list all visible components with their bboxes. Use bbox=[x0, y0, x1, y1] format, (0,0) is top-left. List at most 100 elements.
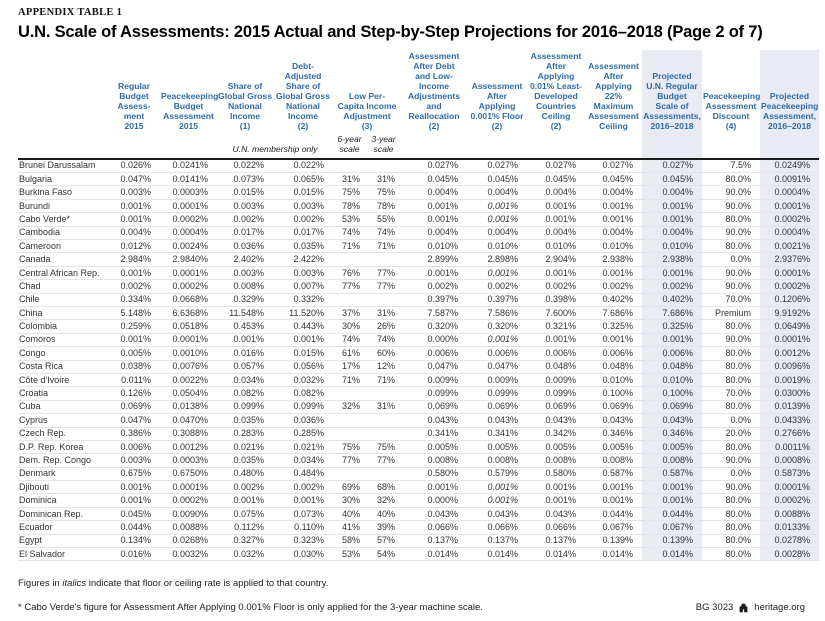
value-cell: 0.283% bbox=[217, 427, 273, 441]
value-cell: 0.0091% bbox=[760, 172, 819, 187]
value-cell: 0.0004% bbox=[760, 226, 819, 241]
value-cell: 0.001% bbox=[642, 480, 702, 495]
column-header-share-gni: Share of Global Gross National Income (1… bbox=[218, 80, 272, 131]
value-cell: 75% bbox=[366, 185, 401, 200]
value-cell: 0.443% bbox=[273, 319, 333, 334]
value-cell: 0.043% bbox=[467, 507, 527, 522]
value-cell: 0.0002% bbox=[160, 493, 217, 508]
column-header-assessment-after-ldc-ceiling: Assessment After Applying 0.01% Least- D… bbox=[529, 51, 583, 131]
country-cell: Cameroon bbox=[18, 239, 108, 254]
value-cell: 0.002% bbox=[527, 279, 585, 294]
value-cell: 0.2766% bbox=[760, 427, 819, 441]
value-cell: 0.320% bbox=[401, 319, 467, 334]
value-cell: 0.0002% bbox=[760, 493, 819, 508]
value-cell: 0.045% bbox=[108, 507, 160, 522]
value-cell: 0.014% bbox=[642, 547, 702, 562]
value-cell: 0.001% bbox=[401, 480, 467, 495]
value-cell: 0.137% bbox=[467, 534, 527, 549]
column-header-projected-un-regular-budget: Projected U.N. Regular Budget Scale of A… bbox=[642, 50, 702, 133]
value-cell: 0.073% bbox=[273, 507, 333, 522]
value-cell: 0.001% bbox=[273, 493, 333, 508]
value-cell: 0.001% bbox=[585, 199, 642, 214]
value-cell: 80.0% bbox=[702, 534, 760, 549]
value-cell: 0.006% bbox=[467, 346, 527, 361]
value-cell: 0.021% bbox=[273, 440, 333, 455]
value-cell: 0.285% bbox=[273, 427, 333, 441]
value-cell: Premium bbox=[702, 306, 760, 321]
value-cell bbox=[333, 386, 366, 401]
value-cell: 2.984% bbox=[108, 252, 160, 267]
column-header-projected-peacekeeping-assessment: Projected Peacekeeping Assessment, 2016–… bbox=[760, 50, 819, 133]
value-cell: 0.259% bbox=[108, 319, 160, 334]
value-cell: 0.035% bbox=[217, 453, 273, 468]
value-cell: 0.0300% bbox=[760, 386, 819, 401]
value-cell: 0.002% bbox=[467, 279, 527, 294]
value-cell: 0.044% bbox=[642, 507, 702, 522]
value-cell: 0.329% bbox=[217, 293, 273, 307]
value-cell: 0.008% bbox=[467, 453, 527, 468]
value-cell: 0.397% bbox=[467, 293, 527, 307]
value-cell: 0.047% bbox=[401, 360, 467, 374]
value-cell bbox=[366, 252, 401, 267]
value-cell: 0.099% bbox=[527, 386, 585, 401]
value-cell: 0.001% bbox=[401, 266, 467, 281]
country-cell: Egypt bbox=[18, 534, 108, 549]
subheader-blank bbox=[108, 133, 160, 159]
value-cell: 90.0% bbox=[702, 453, 760, 468]
country-cell: Chad bbox=[18, 279, 108, 294]
value-cell: 0.034% bbox=[217, 373, 273, 388]
value-cell: 0.022% bbox=[273, 158, 333, 174]
value-cell: 6.6368% bbox=[160, 306, 217, 321]
value-cell: 0.099% bbox=[273, 400, 333, 415]
value-cell: 31% bbox=[366, 400, 401, 415]
value-cell: 0.001% bbox=[108, 493, 160, 508]
value-cell: 0.137% bbox=[401, 534, 467, 549]
value-cell: 0.006% bbox=[108, 440, 160, 455]
value-cell: 0.045% bbox=[585, 172, 642, 187]
heritage-link[interactable]: heritage.org bbox=[754, 602, 805, 614]
value-cell: 11.520% bbox=[273, 306, 333, 321]
bg-number: BG 3023 bbox=[695, 602, 734, 614]
value-cell: 0.044% bbox=[108, 520, 160, 535]
heritage-logo-icon bbox=[739, 603, 748, 613]
value-cell: 0.002% bbox=[273, 480, 333, 495]
value-cell: 20.0% bbox=[702, 427, 760, 441]
value-cell: 80.0% bbox=[702, 172, 760, 187]
value-cell: 0.001% bbox=[467, 480, 527, 495]
value-cell: 0.0470% bbox=[160, 413, 217, 428]
table-row: Canada 2.984% 2.9840% 2.402% 2.422% 2.899% 2.8… bbox=[18, 252, 819, 267]
value-cell: 90.0% bbox=[702, 185, 760, 200]
value-cell: 0.010% bbox=[527, 239, 585, 254]
value-cell: 0.075% bbox=[217, 507, 273, 522]
value-cell: 7.686% bbox=[642, 306, 702, 321]
country-cell: Colombia bbox=[18, 319, 108, 334]
value-cell bbox=[366, 427, 401, 441]
value-cell: 0.001% bbox=[585, 480, 642, 495]
value-cell: 0.043% bbox=[527, 507, 585, 522]
value-cell: 0.014% bbox=[527, 547, 585, 562]
value-cell: 40% bbox=[333, 507, 366, 522]
value-cell: 0.066% bbox=[527, 520, 585, 535]
value-cell: 0.006% bbox=[527, 346, 585, 361]
value-cell: 0.0002% bbox=[760, 279, 819, 294]
value-cell: 90.0% bbox=[702, 266, 760, 281]
country-cell: Chile bbox=[18, 293, 108, 307]
value-cell: 0.000% bbox=[401, 333, 467, 348]
value-cell: 0.048% bbox=[585, 360, 642, 374]
value-cell: 0.099% bbox=[401, 386, 467, 401]
value-cell bbox=[333, 158, 366, 174]
subheader-blank bbox=[702, 133, 760, 159]
value-cell: 0.043% bbox=[401, 507, 467, 522]
value-cell: 0.001% bbox=[108, 199, 160, 214]
value-cell: 0.016% bbox=[217, 346, 273, 361]
country-cell: Denmark bbox=[18, 467, 108, 482]
value-cell: 9.9192% bbox=[760, 306, 819, 321]
value-cell: 0.027% bbox=[585, 158, 642, 174]
value-cell: 90.0% bbox=[702, 279, 760, 294]
value-cell: 41% bbox=[333, 520, 366, 535]
value-cell: 0.067% bbox=[585, 520, 642, 535]
value-cell: 80.0% bbox=[702, 212, 760, 227]
value-cell: 32% bbox=[366, 493, 401, 508]
country-cell: El Salvador bbox=[18, 547, 108, 562]
value-cell: 0.001% bbox=[467, 333, 527, 348]
